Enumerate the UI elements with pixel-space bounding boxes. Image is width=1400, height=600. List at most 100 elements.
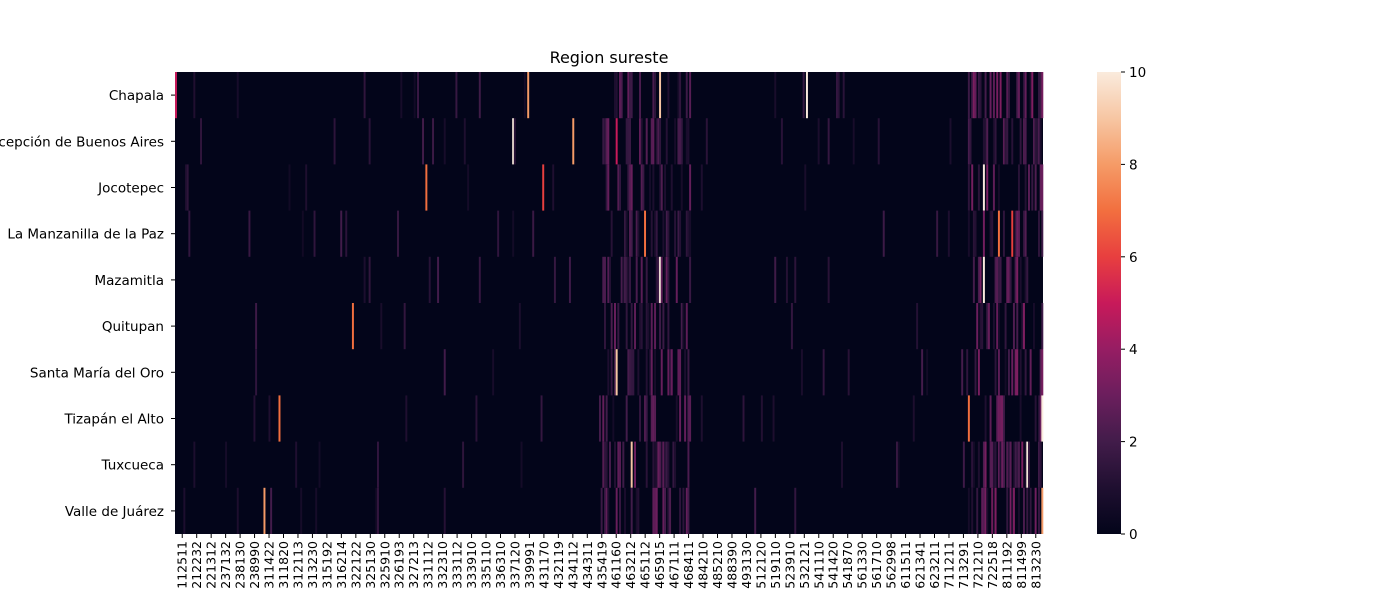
- heatmap-cell: [236, 72, 239, 119]
- heatmap-cell: [989, 395, 992, 442]
- heatmap-cell: [982, 487, 985, 534]
- heatmap-cell: [997, 256, 1000, 303]
- heatmap-cell: [1024, 210, 1027, 257]
- heatmap-cell: [1011, 210, 1014, 257]
- heatmap-cell: [794, 256, 797, 303]
- row-label: Quitupan: [102, 319, 164, 335]
- heatmap-cell: [1024, 164, 1027, 211]
- heatmap-cell: [1026, 441, 1029, 488]
- heatmap-cell: [877, 118, 880, 165]
- heatmap-cell: [497, 210, 500, 257]
- heatmap-cell: [662, 210, 665, 257]
- column-label: 484210: [696, 541, 711, 589]
- heatmap-cell: [971, 72, 974, 119]
- heatmap-cell: [568, 256, 571, 303]
- heatmap-cell: [977, 256, 980, 303]
- heatmap-cell: [667, 487, 670, 534]
- heatmap-cell: [425, 164, 428, 211]
- heatmap-cell: [660, 256, 663, 303]
- heatmap-cell: [882, 210, 885, 257]
- heatmap-cell: [682, 303, 685, 350]
- heatmap-cell: [684, 349, 687, 396]
- heatmap-cell: [185, 164, 187, 211]
- heatmap-cell: [333, 118, 336, 165]
- heatmap-cell: [624, 210, 626, 257]
- heatmap-cell: [345, 210, 348, 257]
- heatmap-cell: [774, 256, 777, 303]
- heatmap-cell: [627, 164, 630, 211]
- heatmap-cell: [689, 72, 692, 119]
- heatmap-cell: [640, 256, 643, 303]
- heatmap-cell: [992, 487, 995, 534]
- heatmap-cell: [649, 164, 652, 211]
- heatmap-cell: [1022, 210, 1025, 257]
- heatmap-cell: [1027, 441, 1030, 488]
- heatmap-cell: [625, 118, 628, 165]
- heatmap-cell: [967, 72, 970, 119]
- heatmap-cell: [982, 164, 985, 211]
- heatmap-cell: [657, 118, 660, 165]
- heatmap-cell: [603, 118, 606, 165]
- column-label: 493130: [739, 541, 754, 589]
- heatmap-cell: [1012, 303, 1015, 350]
- heatmap-cell: [979, 72, 982, 119]
- heatmap-cell: [540, 395, 543, 442]
- heatmap-cell: [598, 395, 601, 442]
- heatmap-cell: [1002, 118, 1005, 165]
- column-label: 315192: [319, 541, 334, 589]
- heatmap-cell: [675, 395, 678, 442]
- heatmap-cell: [992, 441, 995, 488]
- heatmap-cell: [999, 441, 1002, 488]
- heatmap-cell: [1041, 164, 1044, 211]
- heatmap-cell: [1012, 441, 1015, 488]
- heatmap-cell: [982, 118, 985, 165]
- heatmap-cell: [605, 164, 608, 211]
- heatmap-cell: [300, 487, 303, 534]
- heatmap-cell: [977, 349, 980, 396]
- heatmap-cell: [1017, 441, 1020, 488]
- heatmap-cell: [659, 118, 662, 165]
- heatmap-cell: [1014, 349, 1017, 396]
- heatmap-cell: [607, 349, 610, 396]
- heatmap-cell: [996, 395, 999, 442]
- heatmap-cell: [664, 256, 667, 303]
- heatmap-cell: [665, 441, 668, 488]
- heatmap-cell: [368, 118, 371, 165]
- heatmap-cell: [475, 395, 478, 442]
- heatmap-cell: [679, 349, 682, 396]
- heatmap-cell: [617, 164, 620, 211]
- heatmap-cell: [629, 118, 631, 165]
- column-label: 221312: [204, 541, 219, 589]
- row-label: Santa María del Oro: [30, 365, 164, 381]
- heatmap-cell: [1006, 441, 1009, 488]
- heatmap-cell: [774, 72, 777, 119]
- column-label: 212232: [189, 541, 204, 589]
- heatmap-cell: [659, 303, 662, 350]
- heatmap-cell: [614, 441, 616, 488]
- heatmap-cell: [602, 256, 605, 303]
- column-labels: 112511 212232 221312 237132 238130 238990 3114…: [175, 534, 1043, 589]
- heatmap-cell: [1041, 395, 1044, 442]
- column-label: 523910: [782, 541, 797, 589]
- heatmap-cell: [677, 210, 680, 257]
- heatmap-cell: [662, 441, 665, 488]
- heatmap-cell: [513, 118, 516, 165]
- column-label: 488390: [724, 541, 739, 589]
- heatmap-cell: [1041, 72, 1044, 119]
- row-label: La Manzanilla de la Paz: [7, 227, 164, 243]
- heatmap-cell: [645, 303, 648, 350]
- heatmap-cell: [1021, 303, 1024, 350]
- heatmap-cell: [996, 256, 999, 303]
- column-label: 813230: [1028, 541, 1043, 589]
- heatmap-cell: [639, 303, 642, 350]
- row-label: Concepción de Buenos Aires: [0, 134, 164, 150]
- heatmap-cell: [684, 395, 687, 442]
- heatmap-cell: [680, 164, 683, 211]
- heatmap-cell: [1022, 303, 1025, 350]
- heatmap-cell: [186, 164, 189, 211]
- heatmap-cell: [437, 256, 440, 303]
- heatmap-cell: [305, 164, 308, 211]
- column-label: 465915: [652, 541, 667, 589]
- heatmap-cell: [949, 118, 952, 165]
- row-label: Mazamitla: [95, 273, 165, 289]
